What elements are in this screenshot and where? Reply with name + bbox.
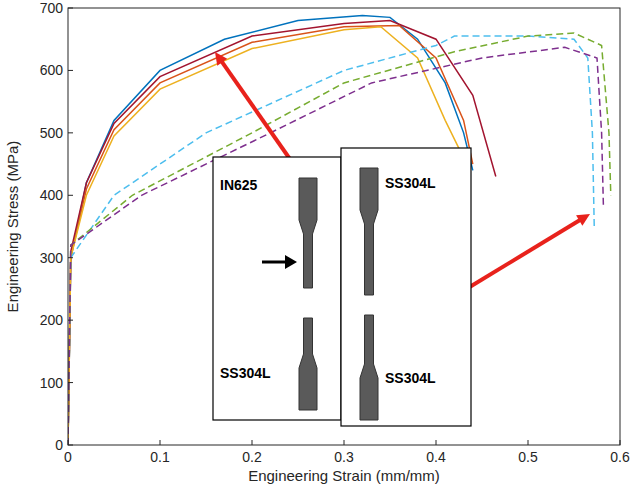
y-tick-label: 300 xyxy=(40,250,64,266)
frame xyxy=(68,8,620,445)
x-tick xyxy=(528,440,529,445)
x-tick-label: 0.2 xyxy=(242,449,262,465)
arrow xyxy=(221,61,292,162)
curve xyxy=(68,47,603,445)
y-tick xyxy=(68,320,73,321)
x-tick xyxy=(344,440,345,445)
inset-box xyxy=(213,157,341,420)
arrow-head xyxy=(576,214,590,226)
y-tick-label: 100 xyxy=(40,375,64,391)
curve xyxy=(68,20,496,445)
x-tick xyxy=(620,440,621,445)
y-tick-label: 200 xyxy=(40,312,64,328)
x-tick-label: 0.3 xyxy=(334,449,354,465)
curve xyxy=(68,36,594,445)
inset-box xyxy=(341,148,471,426)
arrow xyxy=(468,220,580,288)
arrow-head xyxy=(215,52,227,66)
specimen xyxy=(299,318,317,410)
curve xyxy=(68,15,473,445)
y-tick xyxy=(68,195,73,196)
y-tick xyxy=(68,382,73,383)
x-tick xyxy=(436,440,437,445)
x-tick-label: 0.1 xyxy=(150,449,170,465)
curve xyxy=(68,25,473,445)
x-tick-label: 0 xyxy=(64,449,72,465)
y-tick xyxy=(68,132,73,133)
specimen xyxy=(360,168,378,295)
y-tick-label: 400 xyxy=(40,187,64,203)
y-tick xyxy=(68,257,73,258)
pointer-head xyxy=(285,255,297,269)
inset xyxy=(213,148,471,426)
specimen xyxy=(299,178,317,288)
annotation: SS304L xyxy=(385,175,436,191)
y-tick-label: 0 xyxy=(55,437,63,453)
y-tick xyxy=(68,70,73,71)
x-tick-label: 0.5 xyxy=(518,449,538,465)
annotation: SS304L xyxy=(385,370,436,386)
annotation: IN625 xyxy=(220,177,258,193)
curve xyxy=(68,33,611,445)
series-group xyxy=(68,15,611,445)
x-tick xyxy=(68,440,69,445)
y-tick-label: 700 xyxy=(40,0,64,16)
x-tick-label: 0.4 xyxy=(426,449,446,465)
chart: 0 0.1 0.2 0.3 0.4 0.5 0.6 0 100 200 300 400 500 600 70… xyxy=(0,0,630,502)
y-axis-title: Engineering Stress (MPa) xyxy=(4,141,21,313)
y-tick-label: 500 xyxy=(40,125,64,141)
y-tick-label: 600 xyxy=(40,62,64,78)
annotation: SS304L xyxy=(220,365,271,381)
specimen xyxy=(360,315,378,420)
x-tick-label: 0.6 xyxy=(610,449,630,465)
x-axis-title: Engineering Strain (mm/mm) xyxy=(248,467,440,484)
x-tick xyxy=(160,440,161,445)
plot-area xyxy=(68,8,620,445)
x-tick xyxy=(252,440,253,445)
pointer xyxy=(262,261,286,264)
y-tick xyxy=(68,8,73,9)
y-tick xyxy=(68,445,73,446)
